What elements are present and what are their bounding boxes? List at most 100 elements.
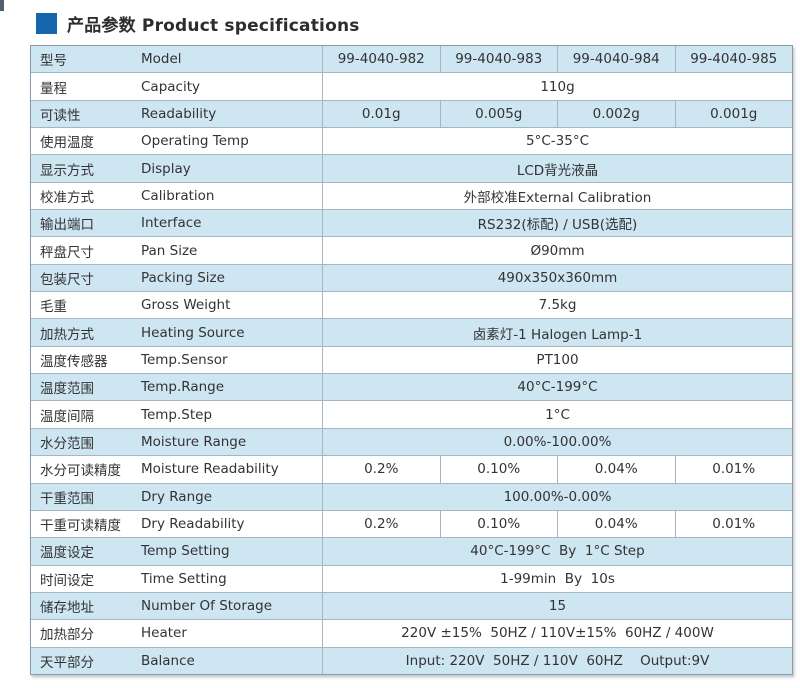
- spec-values: LCD背光液晶: [323, 155, 792, 181]
- spec-label-zh: 天平部分: [40, 654, 94, 671]
- spec-label-en: Temp.Sensor: [141, 351, 228, 368]
- spec-value-merged: PT100: [536, 351, 579, 368]
- spec-label-cell: 使用温度 Operating Temp: [31, 128, 323, 155]
- spec-values: Ø90mm: [323, 237, 792, 263]
- spec-value-merged: Ø90mm: [530, 242, 585, 259]
- table-row: 干重可读精度 Dry Readability 0.2% 0.10% 0.04% 0.01%: [31, 509, 793, 538]
- spec-values: 5°C-35°C: [323, 128, 792, 154]
- spec-label-zh: 水分范围: [40, 435, 94, 452]
- spec-label-zh: 温度设定: [40, 545, 94, 562]
- table-row: 天平部分 Balance Input: 220V 50HZ / 110V 60HZ …: [31, 646, 792, 674]
- spec-label-cell: 天平部分 Balance: [31, 647, 323, 674]
- section-header: 产品参数 Product specifications: [36, 11, 360, 36]
- spec-label-cell: 温度设定 Temp Setting: [31, 538, 323, 565]
- spec-values: 15: [323, 593, 792, 619]
- table-row: 显示方式 Display LCD背光液晶: [31, 154, 792, 182]
- spec-label-cell: 量程 Capacity: [31, 73, 323, 100]
- spec-label-en: Heating Source: [141, 324, 245, 341]
- table-row: 量程 Capacity 110g: [31, 72, 792, 100]
- spec-value-cell: 0.001g: [674, 100, 793, 128]
- spec-label-zh: 干重可读精度: [40, 518, 121, 535]
- table-row: 储存地址 Number Of Storage 15: [31, 591, 792, 620]
- spec-values: RS232(标配) / USB(选配): [323, 210, 792, 236]
- spec-label-zh: 储存地址: [40, 600, 94, 617]
- spec-value-cell: 0.2%: [364, 516, 399, 533]
- spec-value-merged: LCD背光液晶: [516, 162, 599, 179]
- spec-label-en: Pan Size: [141, 242, 198, 259]
- table-row: 毛重 Gross Weight 7.5kg: [31, 291, 792, 319]
- spec-label-zh: 温度范围: [40, 381, 94, 398]
- spec-label-zh: 秤盘尺寸: [40, 244, 94, 261]
- spec-table: 型号 Model 99-4040-982 99-4040-983 99-4040-984…: [30, 45, 793, 675]
- spec-label-zh: 加热部分: [40, 627, 94, 644]
- spec-label-zh: 使用温度: [40, 135, 94, 152]
- spec-label-zh: 加热方式: [40, 326, 94, 343]
- table-row: 型号 Model 99-4040-982 99-4040-983 99-4040-984…: [31, 46, 792, 73]
- spec-label-zh: 温度传感器: [40, 353, 108, 370]
- spec-label-en: Temp Setting: [141, 543, 230, 560]
- spec-values: 外部校准External Calibration: [323, 183, 792, 209]
- table-row: 温度范围 Temp.Range 40°C-199°C: [31, 373, 792, 401]
- spec-label-cell: 输出端口 Interface: [31, 210, 323, 237]
- spec-label-en: Temp.Range: [141, 379, 225, 396]
- spec-label-en: Interface: [141, 215, 202, 232]
- spec-value-cell: 0.04%: [557, 510, 675, 538]
- spec-label-zh: 干重范围: [40, 490, 94, 507]
- spec-label-zh: 温度间隔: [40, 408, 94, 425]
- spec-value-cell: 0.01%: [674, 510, 793, 538]
- spec-values: 0.01g 0.005g 0.002g 0.001g: [323, 100, 793, 128]
- spec-label-en: Packing Size: [141, 269, 225, 286]
- spec-label-zh: 型号: [40, 53, 67, 70]
- spec-value-merged: 100.00%-0.00%: [503, 488, 612, 505]
- spec-label-cell: 干重可读精度 Dry Readability: [31, 510, 323, 538]
- spec-label-en: Display: [141, 160, 191, 177]
- spec-label-zh: 输出端口: [40, 217, 94, 234]
- table-row: 加热部分 Heater 220V ±15% 50HZ / 110V±15% 60HZ…: [31, 619, 792, 647]
- spec-value-merged: 7.5kg: [538, 297, 577, 314]
- spec-label-zh: 时间设定: [40, 572, 94, 589]
- spec-value-merged: 220V ±15% 50HZ / 110V±15% 60HZ / 400W: [401, 625, 714, 642]
- spec-label-cell: 水分可读精度 Moisture Readability: [31, 456, 323, 483]
- spec-label-zh: 显示方式: [40, 162, 94, 179]
- spec-label-zh: 校准方式: [40, 189, 94, 206]
- page-title: 产品参数 Product specifications: [67, 16, 360, 36]
- spec-label-cell: 加热方式 Heating Source: [31, 319, 323, 346]
- spec-label-en: Calibration: [141, 187, 215, 204]
- spec-label-cell: 毛重 Gross Weight: [31, 292, 323, 319]
- spec-values: PT100: [323, 347, 792, 373]
- spec-label-en: Capacity: [141, 78, 200, 95]
- table-row: 温度传感器 Temp.Sensor PT100: [31, 345, 792, 374]
- spec-label-cell: 型号 Model: [31, 46, 323, 73]
- spec-value-cell: 0.005g: [439, 100, 558, 128]
- spec-label-en: Readability: [141, 105, 217, 122]
- spec-value-cell: 0.10%: [439, 510, 558, 538]
- spec-label-cell: 显示方式 Display: [31, 155, 323, 182]
- spec-value-merged: 1°C: [545, 406, 570, 423]
- spec-label-zh: 毛重: [40, 299, 67, 316]
- table-row: 温度间隔 Temp.Step 1°C: [31, 400, 792, 428]
- spec-label-cell: 包装尺寸 Packing Size: [31, 264, 323, 292]
- table-row: 水分可读精度 Moisture Readability 0.2% 0.10% 0.04%…: [31, 455, 793, 483]
- spec-label-en: Balance: [141, 652, 195, 669]
- spec-label-cell: 秤盘尺寸 Pan Size: [31, 237, 323, 264]
- spec-value-merged: 外部校准External Calibration: [463, 189, 652, 206]
- spec-label-cell: 校准方式 Calibration: [31, 182, 323, 210]
- spec-value-cell: 0.01%: [674, 456, 793, 483]
- spec-value-merged: 0.00%-100.00%: [503, 433, 612, 450]
- spec-label-en: Moisture Range: [141, 433, 247, 450]
- spec-value-merged: 卤素灯-1 Halogen Lamp-1: [472, 326, 643, 343]
- spec-value-merged: 110g: [540, 78, 575, 95]
- spec-value-cell: 0.2%: [364, 461, 399, 478]
- spec-value-merged: 40°C-199°C: [517, 379, 598, 396]
- spec-label-en: Operating Temp: [141, 133, 249, 150]
- spec-values: 490x350x360mm: [323, 265, 792, 291]
- spec-values: 99-4040-982 99-4040-983 99-4040-984 99-4040…: [323, 46, 792, 73]
- spec-label-zh: 水分可读精度: [40, 463, 121, 480]
- table-row: 使用温度 Operating Temp 5°C-35°C: [31, 127, 792, 155]
- spec-values: Input: 220V 50HZ / 110V 60HZ Output:9V: [323, 648, 792, 674]
- spec-label-cell: 水分范围 Moisture Range: [31, 428, 323, 456]
- spec-values: 0.00%-100.00%: [323, 429, 792, 455]
- spec-value-cell: 99-4040-984: [557, 46, 675, 73]
- spec-value-cell: 0.01g: [361, 105, 401, 122]
